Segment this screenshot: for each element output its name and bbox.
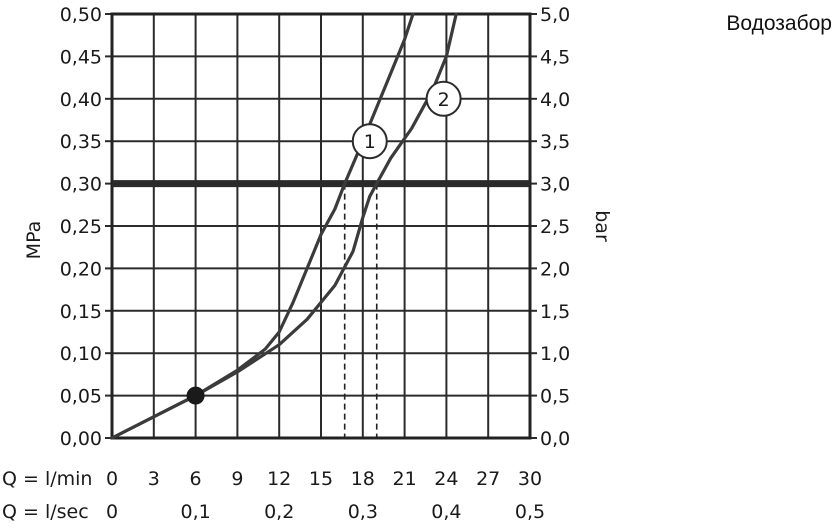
y-right-tick-label: 2,5 <box>540 216 570 238</box>
x-tick-label-lmin: 27 <box>476 468 500 490</box>
x-tick-label-lmin: 21 <box>393 468 417 490</box>
y-right-tick-label: 5,0 <box>540 4 570 26</box>
x-tick-label-lsec: 0,1 <box>180 501 210 523</box>
y-right-tick-label: 1,0 <box>540 343 570 365</box>
x-tick-label-lsec: 0,2 <box>264 501 294 523</box>
x-tick-label-lmin: 6 <box>190 468 202 490</box>
x-tick-label-lmin: 30 <box>518 468 542 490</box>
x-tick-label-lmin: 0 <box>106 468 118 490</box>
x-tick-label-lsec: 0,4 <box>431 501 461 523</box>
y-left-tick-label: 0,50 <box>60 4 102 26</box>
series-label-1: 1 <box>364 131 376 153</box>
y-right-tick-label: 4,0 <box>540 89 570 111</box>
y-left-tick-label: 0,05 <box>60 386 102 408</box>
x-tick-label-lmin: 15 <box>309 468 333 490</box>
y-left-tick-label: 0,10 <box>60 343 102 365</box>
x-tick-label-lmin: 3 <box>148 468 160 490</box>
tick-labels: 0 3 6 9 12 15 18 21 24 27 300 0,1 0,2 0,3 0,4 0,50,00 0,… <box>60 4 571 523</box>
y-right-tick-label: 1,5 <box>540 301 570 323</box>
grid <box>105 13 537 439</box>
y-right-tick-label: 3,5 <box>540 131 570 153</box>
y-right-tick-label: 0,0 <box>540 428 570 450</box>
projection-lines <box>343 183 378 438</box>
x-tick-label-lsec: 0,3 <box>348 501 378 523</box>
y-left-tick-label: 0,40 <box>60 89 102 111</box>
x-tick-label-lsec: 0 <box>106 501 118 523</box>
y-left-tick-label: 0,20 <box>60 258 102 280</box>
y-left-tick-label: 0,25 <box>60 216 102 238</box>
x-tick-label-lmin: 12 <box>267 468 291 490</box>
x-row2-axis-title: Q = l/sec <box>2 501 89 523</box>
x-row1-axis-title: Q = l/min <box>2 468 92 490</box>
common-operating-point <box>186 386 205 405</box>
x-tick-label-lsec: 0,5 <box>515 501 545 523</box>
x-tick-label-lmin: 18 <box>351 468 375 490</box>
y-right-axis-title: bar <box>591 210 613 242</box>
y-right-tick-label: 0,5 <box>540 386 570 408</box>
plot-border <box>110 12 532 440</box>
y-right-tick-label: 2,0 <box>540 258 570 280</box>
series-lines: 12 <box>110 12 462 440</box>
y-left-tick-label: 0,15 <box>60 301 102 323</box>
y-left-tick-label: 0,35 <box>60 131 102 153</box>
series-label-circle-1 <box>351 123 388 160</box>
y-left-tick-label: 0,30 <box>60 174 102 196</box>
y-left-tick-label: 0,00 <box>60 428 102 450</box>
y-right-tick-label: 3,0 <box>540 174 570 196</box>
chart-frame <box>110 12 532 440</box>
series-line-2 <box>110 12 458 440</box>
y-left-tick-label: 0,45 <box>60 46 102 68</box>
x-tick-label-lmin: 24 <box>434 468 458 490</box>
chart-corner-title: Водозабор <box>726 12 832 35</box>
series-line-1 <box>110 12 415 440</box>
x-tick-label-lmin: 9 <box>231 468 243 490</box>
series-label-circle-2 <box>425 80 462 117</box>
y-left-axis-title: MPa <box>23 221 45 260</box>
series-label-2: 2 <box>438 89 450 111</box>
y-right-tick-label: 4,5 <box>540 46 570 68</box>
